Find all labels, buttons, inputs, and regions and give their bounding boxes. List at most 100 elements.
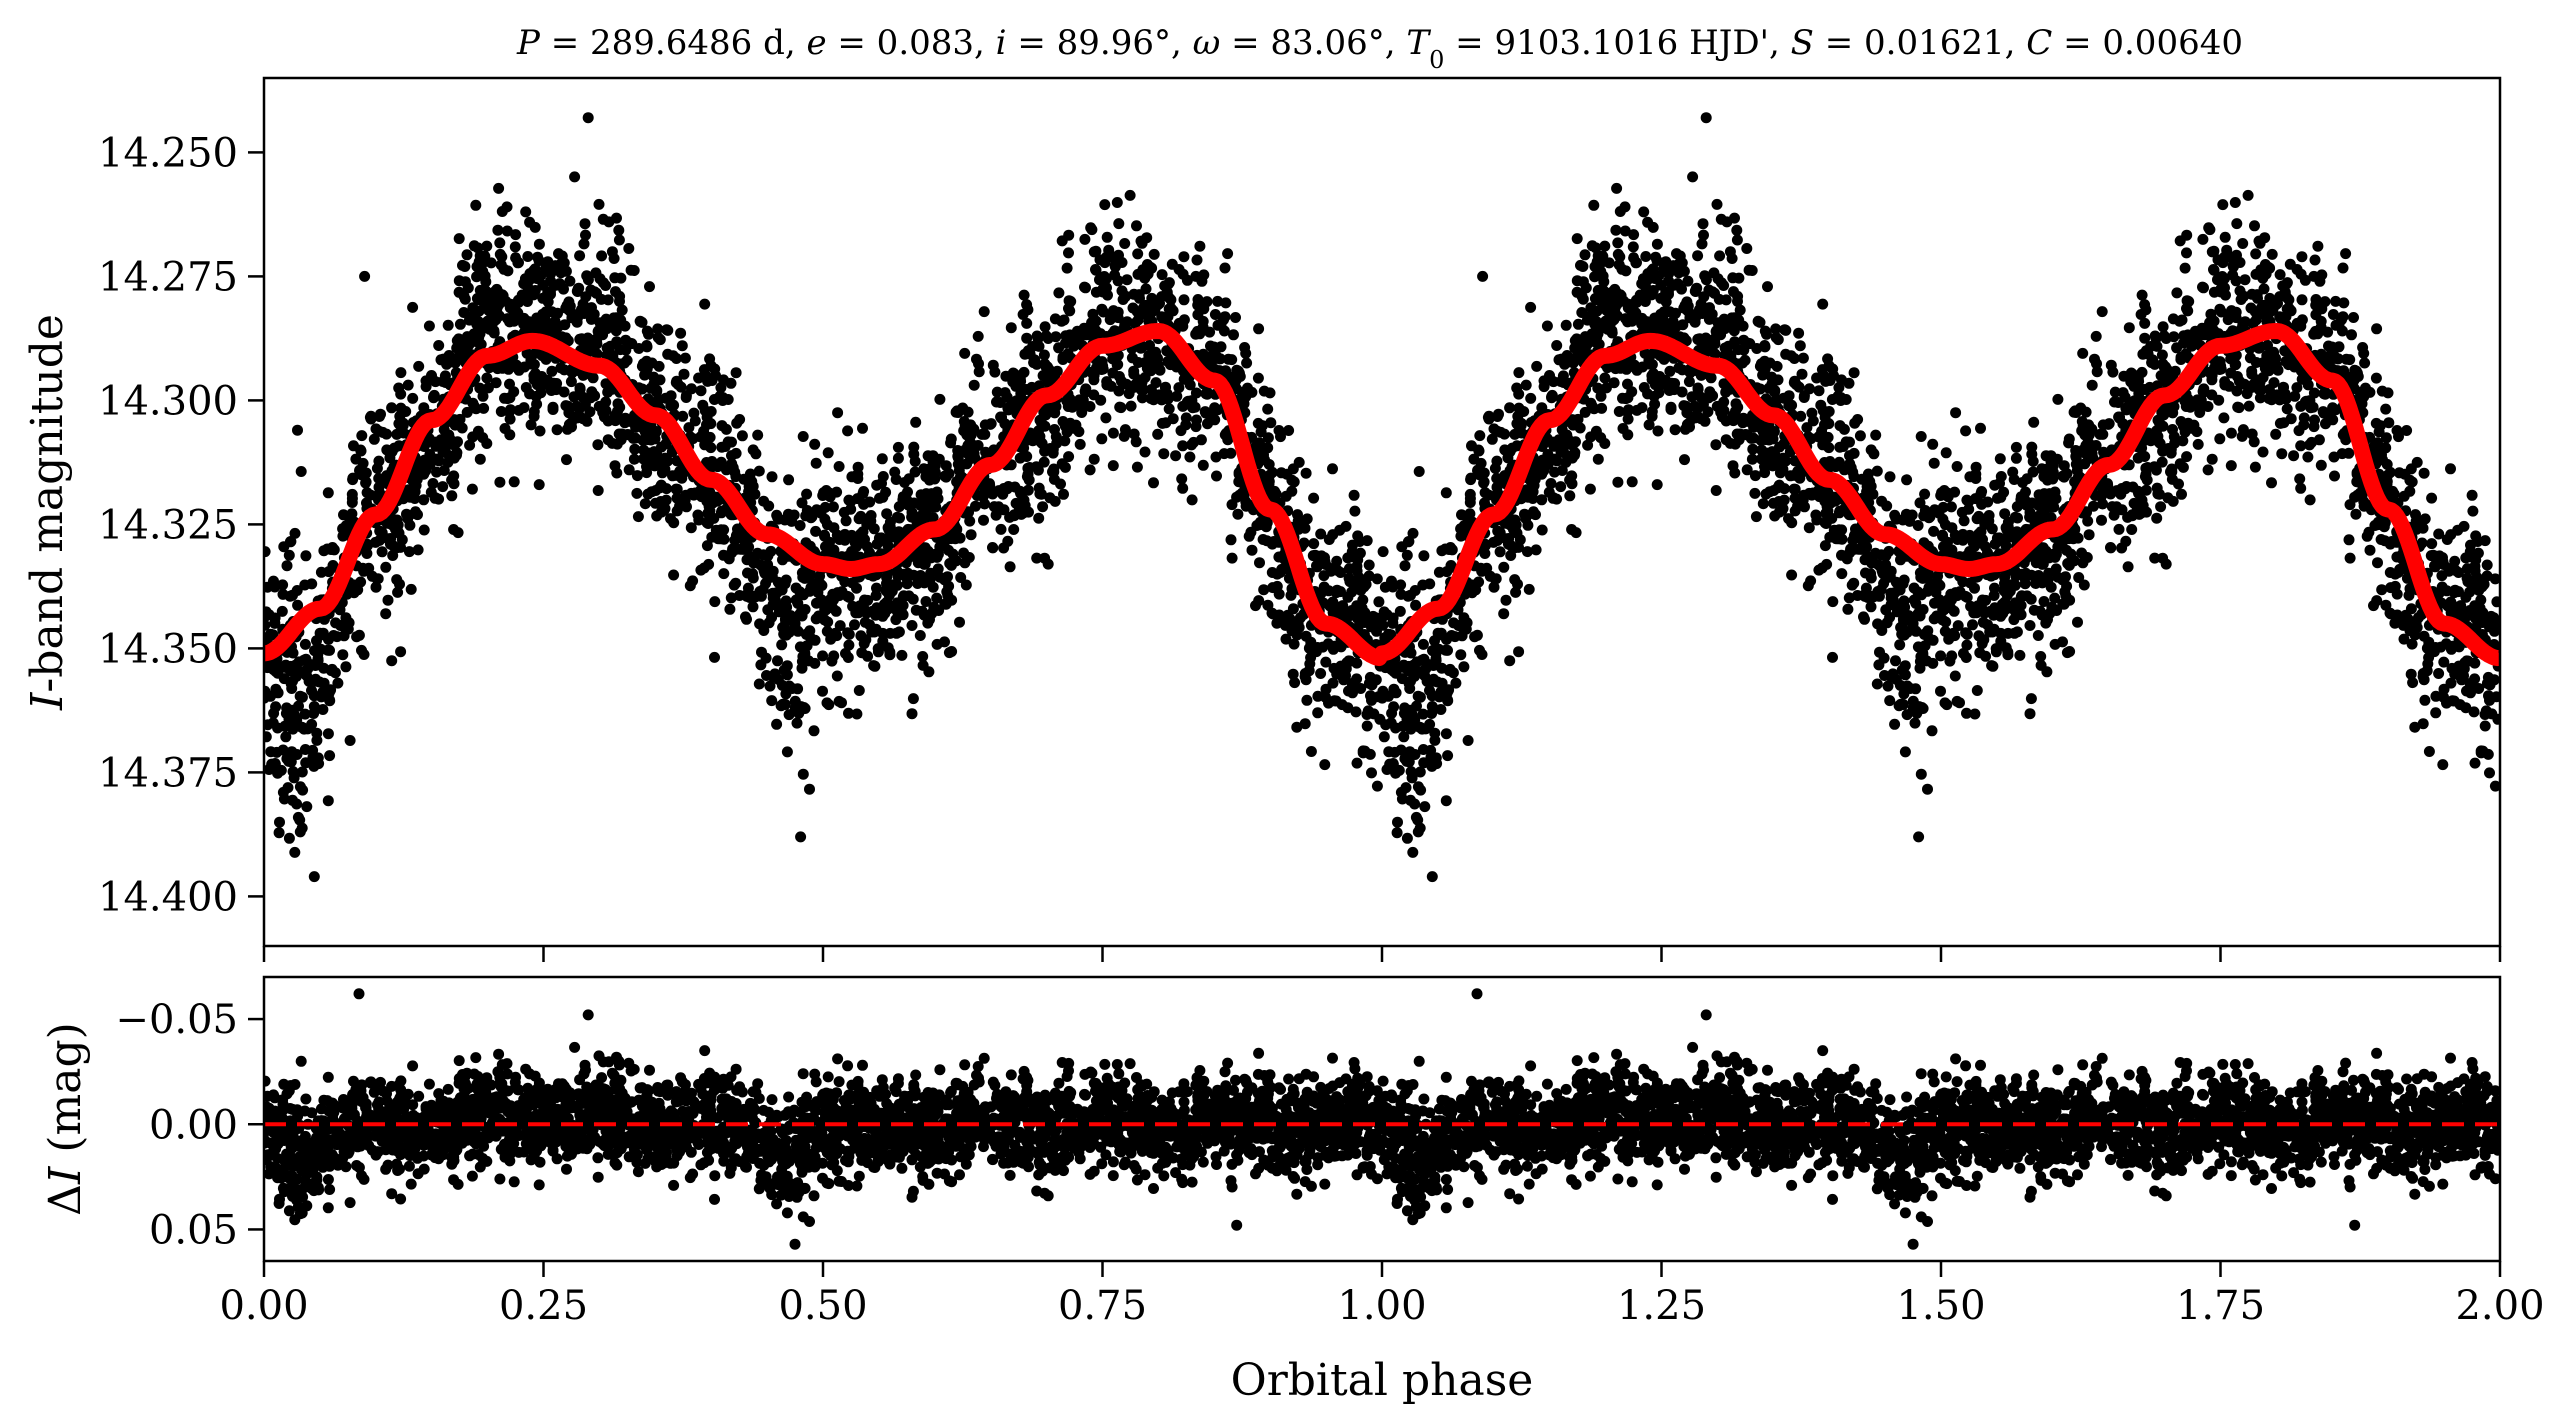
observation-point: [405, 583, 417, 595]
observation-point: [2126, 524, 2138, 535]
observation-point: [2098, 446, 2110, 458]
observation-point: [1817, 298, 1829, 310]
observation-point: [2140, 304, 2152, 316]
observation-point: [695, 385, 707, 397]
observation-point: [361, 487, 373, 499]
observation-point: [960, 579, 972, 591]
observation-point: [1209, 309, 1221, 320]
observation-point: [2094, 428, 2106, 440]
observation-point: [2034, 605, 2046, 617]
observation-point: [2048, 501, 2060, 513]
observation-point: [602, 294, 614, 306]
observation-point: [569, 171, 581, 183]
observation-point: [294, 781, 306, 793]
observation-point: [1131, 461, 1143, 473]
observation-point: [1219, 262, 1231, 274]
observation-point: [2025, 593, 2037, 605]
observation-point: [340, 661, 352, 673]
observation-point: [1140, 283, 1152, 295]
observation-point: [1165, 294, 1177, 306]
observation-point: [2428, 646, 2440, 658]
observation-point: [344, 735, 356, 746]
observation-point: [1823, 360, 1835, 372]
observation-point: [276, 605, 288, 617]
observation-point: [614, 344, 626, 356]
observation-point: [943, 468, 955, 480]
observation-point: [1327, 529, 1339, 541]
observation-point: [1509, 574, 1521, 586]
observation-point: [574, 402, 586, 414]
observation-point: [2481, 559, 2493, 571]
observation-point: [1088, 453, 1100, 465]
observation-point: [2076, 547, 2088, 559]
observation-point: [1692, 402, 1704, 414]
observation-point: [1160, 417, 1172, 429]
observation-point: [634, 315, 646, 327]
observation-point: [2348, 312, 2359, 323]
observation-point: [1865, 601, 1877, 613]
observation-point: [747, 444, 759, 456]
observation-point: [776, 639, 788, 651]
observation-point: [1289, 677, 1301, 689]
observation-point: [2308, 421, 2320, 433]
observation-point: [1806, 407, 1818, 419]
observation-point: [1200, 407, 1212, 419]
observation-point: [555, 362, 567, 374]
observation-point: [1682, 275, 1694, 287]
observation-point: [1152, 428, 1164, 440]
observation-point: [542, 374, 554, 386]
observation-point: [2298, 412, 2310, 424]
observation-point: [1079, 233, 1091, 245]
observation-point: [705, 360, 717, 372]
observation-point: [852, 461, 864, 473]
observation-point: [1909, 717, 1921, 729]
observation-point: [2441, 697, 2452, 709]
observation-point: [1440, 728, 1452, 740]
observation-point: [2384, 567, 2396, 578]
title-omega-value: = 83.06°,: [1220, 23, 1406, 63]
observation-point: [2105, 542, 2116, 553]
observation-point: [1000, 370, 1012, 382]
observation-point: [596, 250, 608, 262]
observation-point: [1448, 617, 1460, 629]
observation-point: [1961, 707, 1972, 719]
observation-point: [719, 441, 731, 452]
observation-point: [270, 701, 282, 713]
observation-point: [912, 557, 924, 569]
observation-point: [2364, 544, 2376, 556]
observation-point: [792, 683, 804, 695]
observation-point: [1870, 429, 1882, 441]
observation-point: [1901, 709, 1913, 721]
observation-point: [1580, 282, 1592, 294]
observation-point: [1741, 243, 1753, 254]
observation-point: [1084, 401, 1096, 412]
observation-point: [1638, 382, 1650, 393]
observation-point: [1342, 702, 1354, 714]
observation-point: [794, 520, 806, 531]
observation-point: [413, 360, 425, 372]
observation-point: [1780, 348, 1792, 360]
observation-point: [1124, 189, 1136, 201]
observation-point: [2368, 600, 2379, 612]
observation-point: [1009, 368, 1021, 380]
observation-point: [2249, 220, 2260, 232]
observation-point: [1458, 661, 1470, 673]
observation-point: [563, 407, 575, 419]
observation-point: [899, 477, 911, 488]
observation-point: [1111, 359, 1123, 371]
observation-point: [668, 569, 680, 581]
observation-point: [1488, 581, 1500, 593]
observation-point: [842, 425, 854, 437]
observation-point: [559, 319, 571, 331]
observation-point: [2218, 412, 2230, 424]
observation-point: [2072, 616, 2083, 628]
observation-point: [293, 700, 304, 712]
observation-point: [926, 489, 938, 501]
observation-point: [1651, 255, 1663, 267]
observation-point: [395, 646, 407, 658]
observation-point: [1488, 423, 1500, 435]
observation-point: [2489, 625, 2500, 637]
observation-point: [2438, 656, 2450, 668]
observation-point: [264, 731, 272, 743]
observation-point: [959, 347, 971, 359]
